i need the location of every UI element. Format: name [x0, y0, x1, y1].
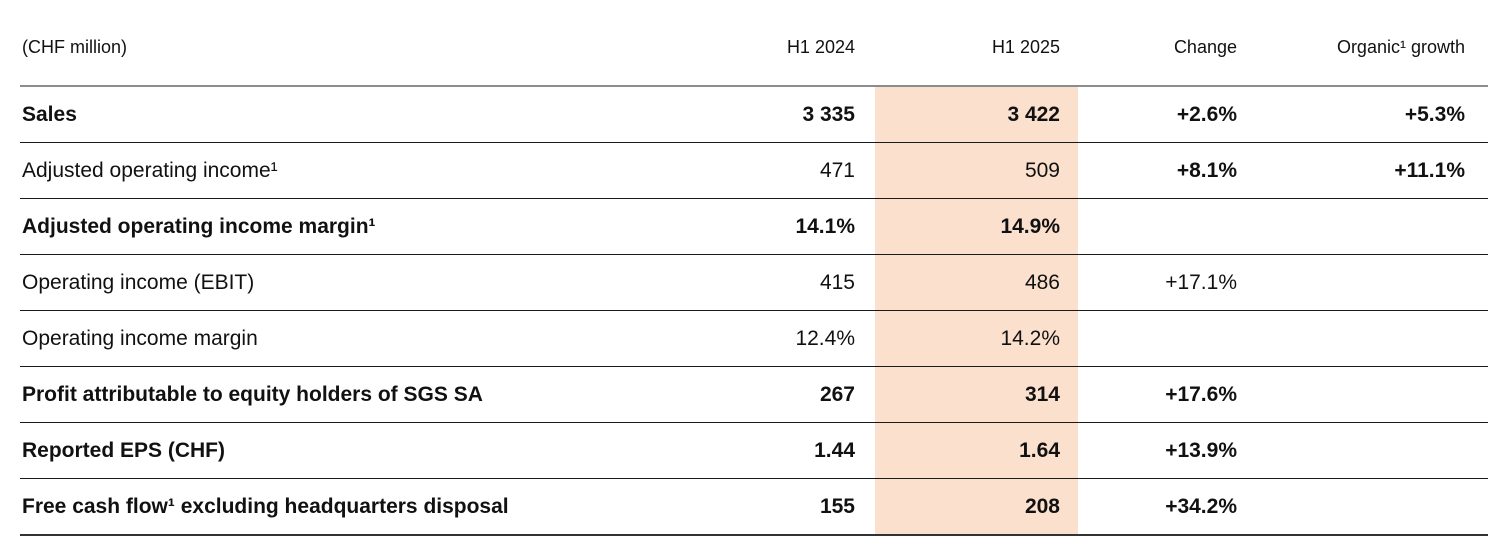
row-label: Adjusted operating income¹ — [20, 142, 675, 199]
col-header-change: Change — [1078, 0, 1255, 87]
value-organic-growth — [1255, 254, 1488, 311]
value-organic-growth — [1255, 198, 1488, 255]
value-change: +17.1% — [1078, 254, 1255, 311]
value-h1-2024: 415 — [675, 254, 875, 311]
value-change — [1078, 310, 1255, 367]
row-label: Adjusted operating income margin¹ — [20, 198, 675, 255]
value-h1-2024: 14.1% — [675, 198, 875, 255]
value-change: +2.6% — [1078, 86, 1255, 143]
value-change: +8.1% — [1078, 142, 1255, 199]
row-label: Profit attributable to equity holders of… — [20, 366, 675, 423]
row-label: Reported EPS (CHF) — [20, 422, 675, 479]
value-h1-2024: 267 — [675, 366, 875, 423]
value-change: +13.9% — [1078, 422, 1255, 479]
col-header-h1-2024: H1 2024 — [675, 0, 875, 87]
table-row-adjusted-operating-income-margin: Adjusted operating income margin¹ 14.1% … — [20, 198, 1488, 255]
value-h1-2025: 14.9% — [875, 198, 1078, 255]
table-row-operating-income-ebit: Operating income (EBIT) 415 486 +17.1% — [20, 254, 1488, 311]
value-h1-2025: 314 — [875, 366, 1078, 423]
financial-summary-table: (CHF million) H1 2024 H1 2025 Change Org… — [20, 0, 1488, 536]
value-h1-2025: 1.64 — [875, 422, 1078, 479]
row-label: Operating income (EBIT) — [20, 254, 675, 311]
value-organic-growth — [1255, 422, 1488, 479]
value-h1-2025: 208 — [875, 478, 1078, 536]
value-h1-2024: 471 — [675, 142, 875, 199]
header-row: (CHF million) H1 2024 H1 2025 Change Org… — [20, 0, 1488, 87]
value-organic-growth: +5.3% — [1255, 86, 1488, 143]
results-table: (CHF million) H1 2024 H1 2025 Change Org… — [20, 0, 1488, 536]
table-row-operating-income-margin: Operating income margin 12.4% 14.2% — [20, 310, 1488, 367]
value-h1-2024: 3 335 — [675, 86, 875, 143]
value-h1-2024: 1.44 — [675, 422, 875, 479]
col-header-h1-2025: H1 2025 — [875, 0, 1078, 87]
table-row-free-cash-flow: Free cash flow¹ excluding headquarters d… — [20, 478, 1488, 536]
value-change: +17.6% — [1078, 366, 1255, 423]
value-change: +34.2% — [1078, 478, 1255, 536]
row-label: Operating income margin — [20, 310, 675, 367]
value-change — [1078, 198, 1255, 255]
table-row-sales: Sales 3 335 3 422 +2.6% +5.3% — [20, 86, 1488, 143]
value-organic-growth — [1255, 478, 1488, 536]
value-organic-growth — [1255, 310, 1488, 367]
table-row-profit-attributable: Profit attributable to equity holders of… — [20, 366, 1488, 423]
col-header-organic-growth: Organic¹ growth — [1255, 0, 1488, 87]
table-row-reported-eps: Reported EPS (CHF) 1.44 1.64 +13.9% — [20, 422, 1488, 479]
value-organic-growth — [1255, 366, 1488, 423]
value-h1-2025: 509 — [875, 142, 1078, 199]
table-row-adjusted-operating-income: Adjusted operating income¹ 471 509 +8.1%… — [20, 142, 1488, 199]
unit-label: (CHF million) — [20, 0, 675, 87]
value-h1-2025: 14.2% — [875, 310, 1078, 367]
value-h1-2025: 3 422 — [875, 86, 1078, 143]
row-label: Free cash flow¹ excluding headquarters d… — [20, 478, 675, 536]
value-organic-growth: +11.1% — [1255, 142, 1488, 199]
value-h1-2024: 12.4% — [675, 310, 875, 367]
value-h1-2025: 486 — [875, 254, 1078, 311]
row-label: Sales — [20, 86, 675, 143]
value-h1-2024: 155 — [675, 478, 875, 536]
